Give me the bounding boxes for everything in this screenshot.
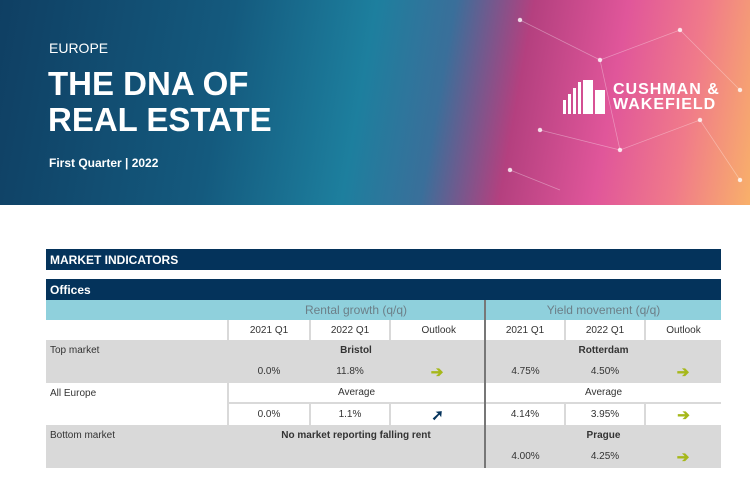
yield-market: Prague [484, 425, 721, 445]
rental-2021-value: 0.0% [228, 360, 310, 383]
cushman-wakefield-logo: CUSHMAN & WAKEFIELD [563, 80, 720, 114]
group-header-yield: Yield movement (q/q) [484, 300, 721, 320]
arrow-right-icon: ➔ [676, 363, 690, 381]
column-header: 2021 Q1 [227, 320, 310, 340]
row-label: Top market [46, 340, 228, 360]
column-header: 2021 Q1 [484, 320, 565, 340]
logo-text: WAKEFIELD [613, 96, 717, 113]
yield-market: Rotterdam [484, 340, 721, 360]
table-row: 4.00% 4.25% ➔ [46, 445, 721, 468]
yield-2022-value: 3.95% [564, 402, 645, 425]
table-row: All Europe Average Average [46, 383, 721, 403]
report-period: First Quarter | 2022 [49, 156, 159, 170]
yield-2022-value: 4.50% [565, 360, 645, 383]
yield-2022-value: 4.25% [565, 445, 645, 468]
rental-market: Bristol [228, 340, 485, 360]
rental-market: No market reporting falling rent [228, 425, 485, 445]
yield-2021-value: 4.14% [484, 402, 565, 425]
arrow-right-icon: ➔ [677, 406, 690, 424]
market-indicators-table: Rental growth (q/q) Yield movement (q/q)… [46, 300, 721, 468]
rental-2022-value: 1.1% [309, 402, 390, 425]
rental-2022-value: 11.8% [310, 360, 390, 383]
column-header: 2022 Q1 [564, 320, 645, 340]
title-line: REAL ESTATE [48, 101, 272, 138]
table-title: Offices [46, 279, 721, 300]
group-header-rental: Rental growth (q/q) [228, 300, 485, 320]
hero-banner: EUROPE THE DNA OF REAL ESTATE First Quar… [0, 0, 750, 205]
table-row: 0.0% 1.1% ➚ 4.14% 3.95% ➔ [46, 402, 721, 425]
rental-2021-value: 0.0% [227, 402, 310, 425]
table-row: Bottom market No market reporting fallin… [46, 425, 721, 445]
row-label: All Europe [46, 383, 228, 403]
yield-2021-value: 4.75% [484, 360, 565, 383]
report-title: THE DNA OF REAL ESTATE [48, 66, 272, 138]
column-header: 2022 Q1 [309, 320, 390, 340]
row-label: Bottom market [46, 425, 228, 445]
table-row: Top market Bristol Rotterdam [46, 340, 721, 360]
yield-2021-value: 4.00% [484, 445, 565, 468]
column-header: Outlook [389, 320, 485, 340]
region-label: EUROPE [49, 40, 109, 56]
arrow-right-icon: ➔ [676, 448, 690, 466]
arrow-up-right-icon: ➚ [431, 406, 444, 424]
section-title: MARKET INDICATORS [46, 249, 721, 270]
column-header: Outlook [644, 320, 721, 340]
yield-market: Average [484, 383, 721, 403]
rental-market: Average [227, 383, 485, 403]
table-row: 0.0% 11.8% ➔ 4.75% 4.50% ➔ [46, 360, 721, 383]
logo-building-icon [563, 80, 605, 114]
network-pattern [507, 17, 743, 191]
arrow-right-icon: ➔ [430, 363, 444, 381]
title-line: THE DNA OF [48, 65, 249, 102]
logo-text: CUSHMAN & [613, 81, 720, 98]
